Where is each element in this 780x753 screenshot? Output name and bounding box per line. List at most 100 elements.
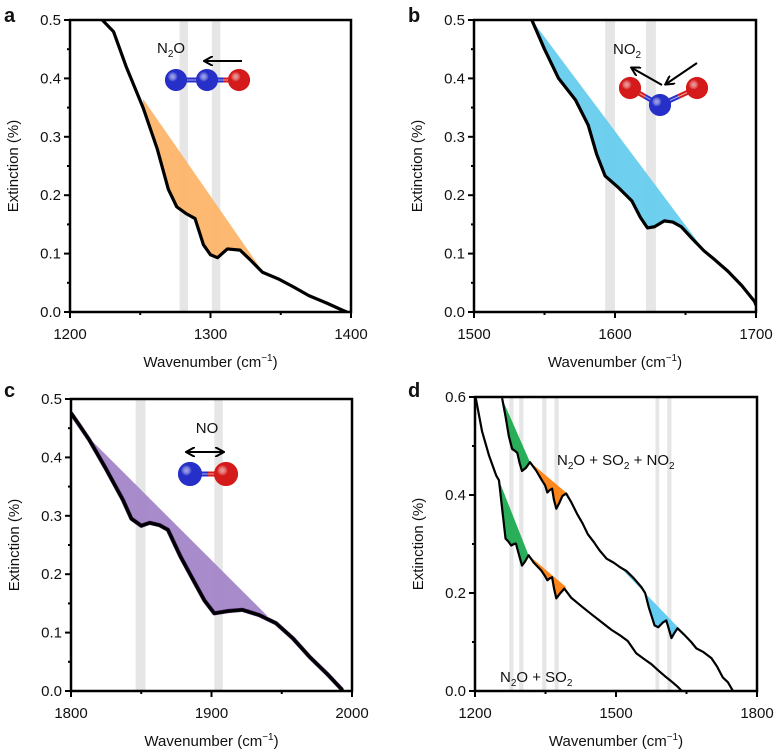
vibration-arrow-left (632, 68, 663, 86)
oxygen-atom-shine (686, 77, 708, 99)
y-tick-label: 0.1 (41, 625, 62, 642)
y-tick-label: 0.2 (444, 187, 465, 204)
x-tick-label: 1300 (194, 326, 227, 343)
y-tick-label: 0.4 (445, 487, 466, 504)
nitrogen-atom-shine (178, 462, 202, 486)
x-axis-label-sup: −1 (667, 732, 679, 743)
y-tick-label: 0.0 (445, 683, 466, 700)
x-axis-label-tail: ) (274, 733, 279, 750)
x-axis-label-sup: −1 (262, 732, 274, 743)
plot-area (475, 397, 735, 691)
plot-area (71, 399, 344, 691)
panel-label: d (408, 380, 420, 402)
panel-c: 0.0 0.1 0.2 0.3 0.4 0.5 1800 1900 2000 Wavenumber… (4, 380, 369, 750)
absorption-band-4 (655, 397, 660, 691)
y-tick-label: 0.6 (445, 389, 466, 406)
x-axis-label-text: Wavenumber (cm (143, 354, 261, 371)
x-axis-label-sup: −1 (261, 353, 273, 364)
no2-label: NO2 (613, 41, 642, 61)
y-tick-label: 0.0 (41, 683, 62, 700)
y-tick-label: 0.4 (40, 70, 61, 87)
y-axis-label: Extinction (%) (5, 120, 22, 213)
label-main: N (500, 669, 511, 686)
x-tick-label: 1800 (740, 705, 773, 722)
panel-label: c (4, 380, 15, 402)
label-main: NO (613, 41, 636, 58)
label-main: N (557, 452, 568, 469)
panel-label: b (408, 5, 420, 27)
x-tick-label: 1500 (457, 326, 490, 343)
n2o-label: N2O (157, 40, 185, 60)
plot-area (100, 20, 349, 312)
vibration-arrow-right (666, 62, 698, 84)
series-line-0 (100, 20, 349, 312)
x-tick-label: 1500 (599, 705, 632, 722)
x-tick-label: 1200 (53, 326, 86, 343)
difference-fill-3 (498, 480, 529, 566)
series-line-1 (475, 397, 683, 691)
x-axis-label-tail: ) (677, 354, 682, 371)
label-sub: 2 (669, 461, 675, 472)
oxygen-atom-shine (619, 77, 641, 99)
y-tick-label: 0.5 (40, 12, 61, 29)
y-tick-label: 0.5 (41, 391, 62, 408)
x-axis-label-tail: ) (678, 733, 683, 750)
label-sub: 2 (568, 461, 574, 472)
axes-frame (68, 18, 353, 314)
absorption-band-5 (667, 397, 672, 691)
absorption-band-2 (542, 397, 547, 691)
difference-fill-1 (529, 462, 569, 509)
y-axis-label: Extinction (%) (6, 499, 23, 592)
absorption-band-1 (646, 20, 656, 312)
panel-b: 0.0 0.1 0.2 0.3 0.4 0.5 1500 1600 1700 Wavenumber… (408, 5, 773, 371)
difference-fill-0 (85, 434, 268, 617)
difference-fill-2 (619, 567, 679, 639)
oxygen-atom-shine (214, 462, 238, 486)
series-line-0 (501, 397, 735, 691)
panel-label: a (4, 5, 16, 27)
n2o-annotation: N2O (157, 40, 250, 91)
x-axis-label: Wavenumber (cm−1) (143, 353, 277, 371)
no2-annotation: NO2 (613, 41, 708, 116)
x-tick-label: 1600 (598, 326, 631, 343)
y-tick-label: 0.0 (40, 304, 61, 321)
y-tick-label: 0.4 (41, 449, 62, 466)
plot-area (530, 20, 756, 312)
y-axis-label: Extinction (%) (409, 120, 426, 213)
difference-fill-0 (502, 398, 530, 471)
series-line-0 (530, 20, 756, 307)
nitrogen-atom-shine (649, 94, 671, 116)
x-tick-label: 1700 (739, 326, 772, 343)
x-axis-label-tail: ) (273, 354, 278, 371)
label-tail: O + SO (573, 452, 623, 469)
label-sub: 2 (168, 49, 174, 60)
y-tick-label: 0.3 (41, 508, 62, 525)
label-sub: 2 (511, 678, 517, 689)
label-sub: 2 (624, 461, 630, 472)
label-main: N (157, 40, 168, 57)
x-tick-label: 1400 (334, 326, 367, 343)
panel-a: 0.0 0.1 0.2 0.3 0.4 0.5 1200 1300 1400 Wavenumber… (4, 5, 368, 371)
y-tick-label: 0.1 (444, 246, 465, 263)
y-tick-label: 0.2 (40, 187, 61, 204)
nitrogen-atom-shine (196, 69, 218, 91)
x-axis-label-text: Wavenumber (cm (549, 733, 667, 750)
label-tail: O (173, 40, 185, 57)
panel-d: 0.0 0.2 0.4 0.6 1200 1500 1800 Wavenumber (cm−1… (408, 380, 774, 750)
x-axis-label: Wavenumber (cm−1) (144, 732, 278, 750)
absorption-band-1 (211, 20, 221, 312)
y-tick-label: 0.3 (444, 129, 465, 146)
mixture-label-upper: N2O + SO2 + NO2 (557, 452, 675, 472)
difference-fill-0 (143, 98, 263, 273)
x-axis-label: Wavenumber (cm−1) (548, 353, 682, 371)
x-tick-label: 2000 (335, 705, 368, 722)
absorption-band-3 (554, 397, 559, 691)
y-tick-label: 0.3 (40, 129, 61, 146)
y-axis-label: Extinction (%) (410, 498, 427, 591)
label-tail: + NO (629, 452, 669, 469)
no-label: NO (196, 420, 219, 437)
y-tick-label: 0.0 (444, 304, 465, 321)
x-tick-label: 1200 (458, 705, 491, 722)
